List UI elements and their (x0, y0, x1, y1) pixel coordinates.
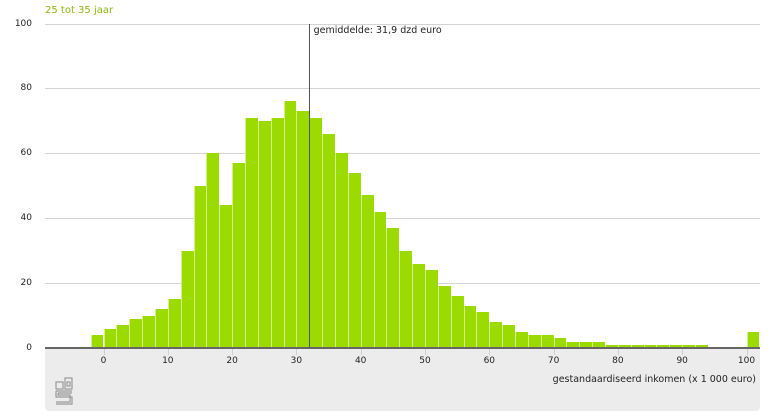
x-tick-label: 70 (547, 356, 560, 366)
histogram-bar (669, 344, 683, 348)
x-tick-label: 0 (100, 356, 107, 366)
gridline (45, 24, 760, 25)
histogram-bar (373, 211, 387, 348)
histogram-bar (360, 195, 374, 348)
x-tick (360, 349, 362, 355)
x-tick-label: 60 (483, 356, 496, 366)
histogram-bar (463, 305, 477, 348)
histogram-bar (425, 270, 438, 348)
histogram-bar (334, 153, 348, 348)
x-tick (617, 349, 619, 355)
x-tick-label: 80 (612, 356, 624, 366)
histogram-bar (553, 338, 567, 348)
histogram-bar (515, 331, 528, 348)
histogram-bar (630, 344, 644, 348)
histogram-bar (103, 328, 117, 348)
x-tick-label: 50 (419, 356, 431, 366)
histogram-bar (476, 312, 490, 348)
histogram-bar (142, 315, 155, 348)
histogram-bar (579, 341, 593, 348)
histogram-bar (257, 120, 271, 348)
histogram-bar (527, 335, 541, 348)
histogram-bar (283, 101, 297, 348)
histogram-bar (309, 117, 323, 348)
x-tick (746, 349, 748, 355)
histogram-bar (180, 250, 194, 348)
histogram-bar (605, 344, 618, 348)
histogram-bar (270, 117, 284, 348)
x-axis-line (45, 347, 760, 349)
histogram-bar (617, 344, 631, 348)
x-tick (682, 349, 684, 355)
gridline (45, 153, 760, 154)
histogram-bar (219, 205, 233, 348)
gridline (45, 218, 760, 219)
histogram-bar (682, 344, 696, 348)
y-tick-label: 60 (20, 148, 32, 159)
histogram-bar (540, 335, 554, 348)
y-tick-label: 20 (20, 278, 32, 289)
x-tick (553, 349, 555, 355)
histogram-bar (386, 227, 400, 348)
histogram-bar (643, 344, 657, 348)
histogram-bar (232, 163, 245, 348)
x-tick-label: 10 (162, 356, 174, 366)
histogram-bar (167, 299, 181, 348)
histogram-bar (566, 341, 580, 348)
x-tick (167, 349, 169, 355)
x-tick-label: 100 (737, 356, 756, 366)
cbs-logo-icon (55, 377, 73, 405)
x-tick (425, 349, 426, 355)
histogram-bar (656, 344, 670, 348)
x-axis-title: gestandaardiseerd inkomen (x 1 000 euro) (552, 374, 756, 385)
histogram-bar (399, 250, 413, 348)
histogram-bar (695, 344, 708, 348)
histogram-bar (502, 325, 516, 348)
histogram-bar (746, 331, 760, 348)
mean-label: gemiddelde: 31,9 dzd euro (313, 25, 442, 36)
histogram-bar (154, 309, 168, 348)
x-tick (232, 349, 234, 355)
histogram-bar (116, 325, 130, 348)
y-tick-label: 40 (20, 213, 32, 224)
histogram-bar (412, 263, 425, 348)
histogram-bar (296, 111, 310, 348)
chart-subtitle: 25 tot 35 jaar (45, 5, 114, 16)
y-tick-label: 80 (20, 83, 32, 94)
y-tick-label: 0 (26, 343, 32, 353)
x-tick-label: 20 (226, 356, 238, 366)
histogram-bar (489, 322, 503, 348)
x-axis-panel (45, 349, 760, 411)
histogram-bar (437, 286, 451, 348)
x-tick-label: 40 (354, 356, 367, 366)
histogram-bar (193, 185, 207, 348)
histogram-bar (244, 117, 258, 348)
x-tick (489, 349, 491, 355)
histogram-bar (206, 153, 220, 348)
histogram-bar (322, 133, 335, 348)
histogram-bar (347, 172, 361, 348)
histogram-bar (90, 335, 104, 348)
x-tick (296, 349, 298, 355)
x-tick-label: 90 (676, 356, 688, 366)
histogram-bar (129, 318, 143, 348)
y-tick-label: 100 (14, 18, 32, 29)
mean-line (308, 24, 310, 348)
x-tick-label: 30 (290, 356, 303, 366)
histogram-bar (450, 296, 464, 348)
x-tick (103, 349, 105, 355)
histogram-bar (592, 341, 606, 348)
gridline (45, 88, 760, 89)
